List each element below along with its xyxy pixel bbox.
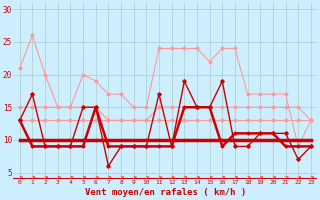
X-axis label: Vent moyen/en rafales ( km/h ): Vent moyen/en rafales ( km/h ) [85,188,246,197]
